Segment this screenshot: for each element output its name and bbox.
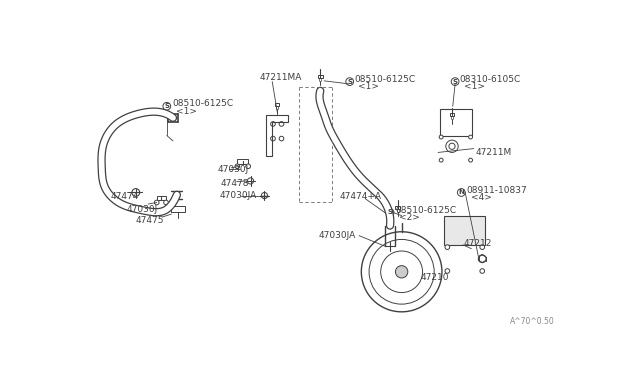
- Circle shape: [154, 200, 159, 205]
- Circle shape: [246, 164, 250, 169]
- Text: N: N: [458, 189, 464, 195]
- Bar: [172, 206, 186, 212]
- Circle shape: [396, 266, 408, 278]
- Circle shape: [468, 158, 472, 162]
- Text: 47211M: 47211M: [476, 148, 511, 157]
- Text: 47474: 47474: [111, 192, 140, 201]
- Text: 47210: 47210: [421, 273, 449, 282]
- Text: 08510-6125C: 08510-6125C: [172, 99, 234, 108]
- Circle shape: [468, 135, 472, 139]
- Text: <1>: <1>: [358, 83, 380, 92]
- Bar: [318, 75, 323, 78]
- Text: 47211MA: 47211MA: [260, 73, 302, 82]
- Bar: [444, 216, 484, 245]
- Circle shape: [445, 245, 450, 250]
- Text: 47030J: 47030J: [127, 205, 157, 214]
- Circle shape: [446, 140, 458, 153]
- Text: S: S: [452, 78, 458, 84]
- Circle shape: [132, 189, 140, 196]
- Circle shape: [445, 269, 450, 273]
- Circle shape: [439, 158, 443, 162]
- Circle shape: [261, 192, 268, 199]
- Text: 08310-6105C: 08310-6105C: [460, 75, 521, 84]
- Text: S: S: [347, 78, 352, 84]
- Text: <2>: <2>: [399, 214, 420, 222]
- Text: <1>: <1>: [176, 107, 197, 116]
- Text: S: S: [164, 103, 170, 109]
- Text: 47030JA: 47030JA: [220, 191, 257, 200]
- Text: 47030JA: 47030JA: [319, 231, 356, 240]
- Text: A^70^0.50: A^70^0.50: [510, 317, 555, 326]
- Text: <4>: <4>: [470, 193, 492, 202]
- Text: 47030J: 47030J: [218, 165, 249, 174]
- Text: 47478: 47478: [221, 179, 250, 188]
- Circle shape: [362, 232, 442, 312]
- Circle shape: [369, 240, 434, 304]
- Circle shape: [480, 245, 484, 250]
- Text: <1>: <1>: [463, 83, 484, 92]
- Text: 08911-10837: 08911-10837: [467, 186, 527, 195]
- Circle shape: [164, 200, 168, 205]
- Text: 47212: 47212: [463, 239, 492, 248]
- Circle shape: [381, 251, 422, 293]
- Bar: [396, 206, 400, 209]
- Text: 08510-6125C: 08510-6125C: [355, 75, 415, 84]
- Bar: [275, 103, 279, 106]
- Bar: [440, 109, 472, 135]
- Circle shape: [439, 135, 443, 139]
- Circle shape: [480, 269, 484, 273]
- Circle shape: [248, 178, 253, 184]
- Text: 08510-6125C: 08510-6125C: [396, 206, 456, 215]
- Text: 47475: 47475: [136, 217, 164, 225]
- Circle shape: [478, 255, 486, 263]
- Text: 47474+A: 47474+A: [340, 192, 381, 201]
- Bar: [157, 196, 166, 200]
- Circle shape: [449, 143, 455, 150]
- Circle shape: [387, 243, 393, 250]
- Bar: [450, 113, 454, 116]
- Circle shape: [235, 164, 239, 169]
- Bar: [237, 158, 248, 164]
- Text: S: S: [387, 209, 392, 215]
